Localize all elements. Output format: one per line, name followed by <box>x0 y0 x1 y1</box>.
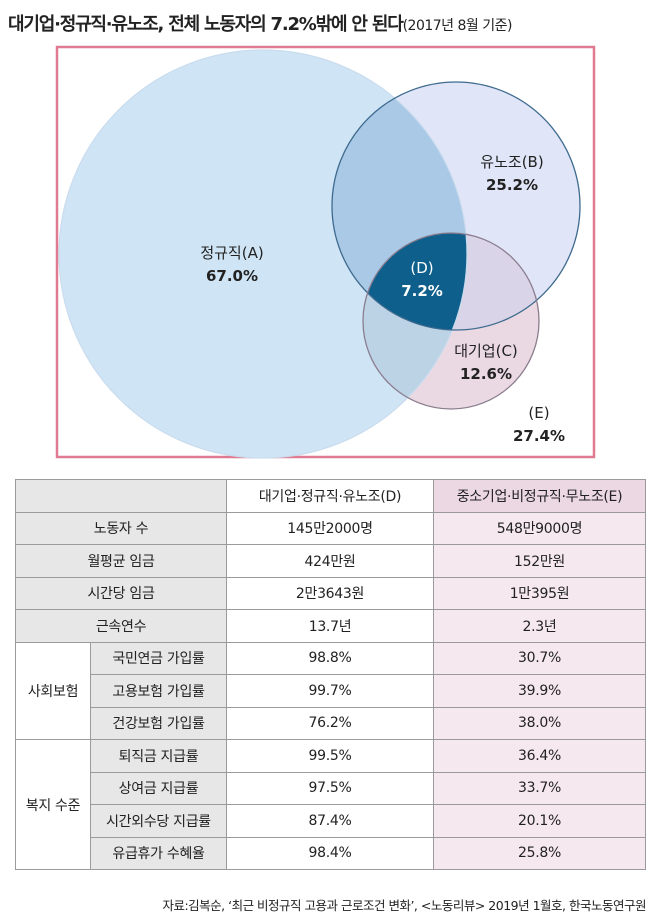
row-label: 고용보험 가입률 <box>90 674 227 708</box>
cell-e: 25.8% <box>433 836 646 870</box>
table-row: 사회보험 국민연금 가입률 98.8% 30.7% <box>15 641 646 740</box>
cell-d: 145만2000명 <box>226 511 434 545</box>
title-date: (2017년 8월 기준) <box>402 18 513 34</box>
venn-diagram: 정규직(A) 67.0% 유노조(B) 25.2% (D) 7.2% 대기업(C… <box>55 45 596 459</box>
row-label: 건강보험 가입률 <box>90 706 227 740</box>
cell-d: 13.7년 <box>226 609 434 643</box>
table-row: 노동자 수 145만2000명 548만9000명 <box>15 511 646 545</box>
row-label: 시간외수당 지급률 <box>90 804 227 838</box>
table-row: 복지 수준 퇴직금 지급률 99.5% 36.4% <box>15 739 646 870</box>
row-label: 근속연수 <box>15 609 227 643</box>
cell-e: 30.7% <box>433 641 646 675</box>
source-note: 자료:김복순, ‘최근 비정규직 고용과 근로조건 변화’, <노동리뷰> 20… <box>162 898 646 913</box>
intersection-d <box>363 233 467 330</box>
cell-e: 548만9000명 <box>433 511 646 545</box>
union-label: 유노조(B) <box>480 153 543 171</box>
cell-e: 152만원 <box>433 544 646 578</box>
large-company-label: 대기업(C) <box>454 342 518 360</box>
outside-label: (E) <box>528 404 549 422</box>
table-row: 시간외수당 지급률 87.4% 20.1% <box>16 804 646 838</box>
chart-title: 대기업·정규직·유노조, 전체 노동자의 7.2%밖에 안 된다(2017년 8… <box>8 10 653 36</box>
cell-d: 97.5% <box>226 771 434 805</box>
population-frame <box>55 45 596 459</box>
table-header-row: 대기업·정규직·유노조(D) 중소기업·비정규직·무노조(E) <box>15 479 646 513</box>
cell-d: 424만원 <box>226 544 434 578</box>
row-label: 월평균 임금 <box>15 544 227 578</box>
category-social-insurance: 사회보험 <box>15 641 91 740</box>
header-e: 중소기업·비정규직·무노조(E) <box>433 479 646 513</box>
regular-label: 정규직(A) <box>200 244 263 262</box>
table-row: 고용보험 가입률 99.7% 39.9% <box>16 674 646 708</box>
cell-d: 99.5% <box>226 739 434 773</box>
header-d: 대기업·정규직·유노조(D) <box>226 479 434 513</box>
cell-d: 99.7% <box>226 674 434 708</box>
cell-d: 76.2% <box>226 706 434 740</box>
category-welfare: 복지 수준 <box>15 739 91 870</box>
row-label: 노동자 수 <box>15 511 227 545</box>
cell-e: 20.1% <box>433 804 646 838</box>
cell-e: 39.9% <box>433 674 646 708</box>
cell-d: 98.4% <box>226 836 434 870</box>
comparison-table: 대기업·정규직·유노조(D) 중소기업·비정규직·무노조(E) 노동자 수 14… <box>15 479 646 870</box>
title-main: 대기업·정규직·유노조, 전체 노동자의 7.2%밖에 안 된다 <box>8 14 404 35</box>
table-row: 유급휴가 수혜율 98.4% 25.8% <box>16 836 646 870</box>
cell-d: 87.4% <box>226 804 434 838</box>
row-label: 국민연금 가입률 <box>90 641 227 675</box>
table-row: 건강보험 가입률 76.2% 38.0% <box>16 706 646 740</box>
row-label: 유급휴가 수혜율 <box>90 836 227 870</box>
cell-e: 38.0% <box>433 706 646 740</box>
row-label: 시간당 임금 <box>15 576 227 610</box>
intersection-value: 7.2% <box>401 282 443 300</box>
cell-d: 98.8% <box>226 641 434 675</box>
regular-value: 67.0% <box>206 267 258 285</box>
cell-e: 2.3년 <box>433 609 646 643</box>
large-company-value: 12.6% <box>460 365 512 383</box>
cell-d: 2만3643원 <box>226 576 434 610</box>
cell-e: 1만395원 <box>433 576 646 610</box>
table-row: 월평균 임금 424만원 152만원 <box>15 544 646 578</box>
row-label: 상여금 지급률 <box>90 771 227 805</box>
intersection-label: (D) <box>410 259 433 277</box>
table-row: 시간당 임금 2만3643원 1만395원 <box>15 576 646 610</box>
header-blank <box>15 479 227 513</box>
outside-value: 27.4% <box>513 427 565 445</box>
table-row: 상여금 지급률 97.5% 33.7% <box>16 771 646 805</box>
union-value: 25.2% <box>486 176 538 194</box>
cell-e: 36.4% <box>433 739 646 773</box>
cell-e: 33.7% <box>433 771 646 805</box>
row-label: 퇴직금 지급률 <box>90 739 227 773</box>
table-row: 근속연수 13.7년 2.3년 <box>15 609 646 643</box>
